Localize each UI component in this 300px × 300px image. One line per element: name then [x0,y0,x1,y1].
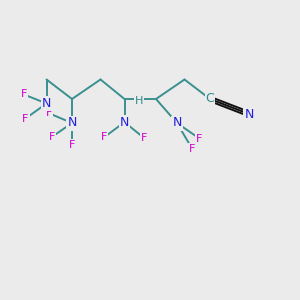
Text: N: N [172,116,182,130]
Text: N: N [120,116,129,129]
Text: H: H [135,95,143,106]
Text: F: F [48,132,55,142]
Text: N: N [42,97,51,110]
Text: F: F [196,134,203,144]
Text: F: F [69,140,75,150]
Text: F: F [45,108,52,118]
Text: N: N [67,116,77,130]
Text: F: F [141,133,147,143]
Text: N: N [244,107,254,121]
Text: F: F [21,89,27,100]
Text: C: C [206,92,214,106]
Text: F: F [22,113,29,124]
Text: F: F [189,143,195,154]
Text: F: F [101,132,108,142]
